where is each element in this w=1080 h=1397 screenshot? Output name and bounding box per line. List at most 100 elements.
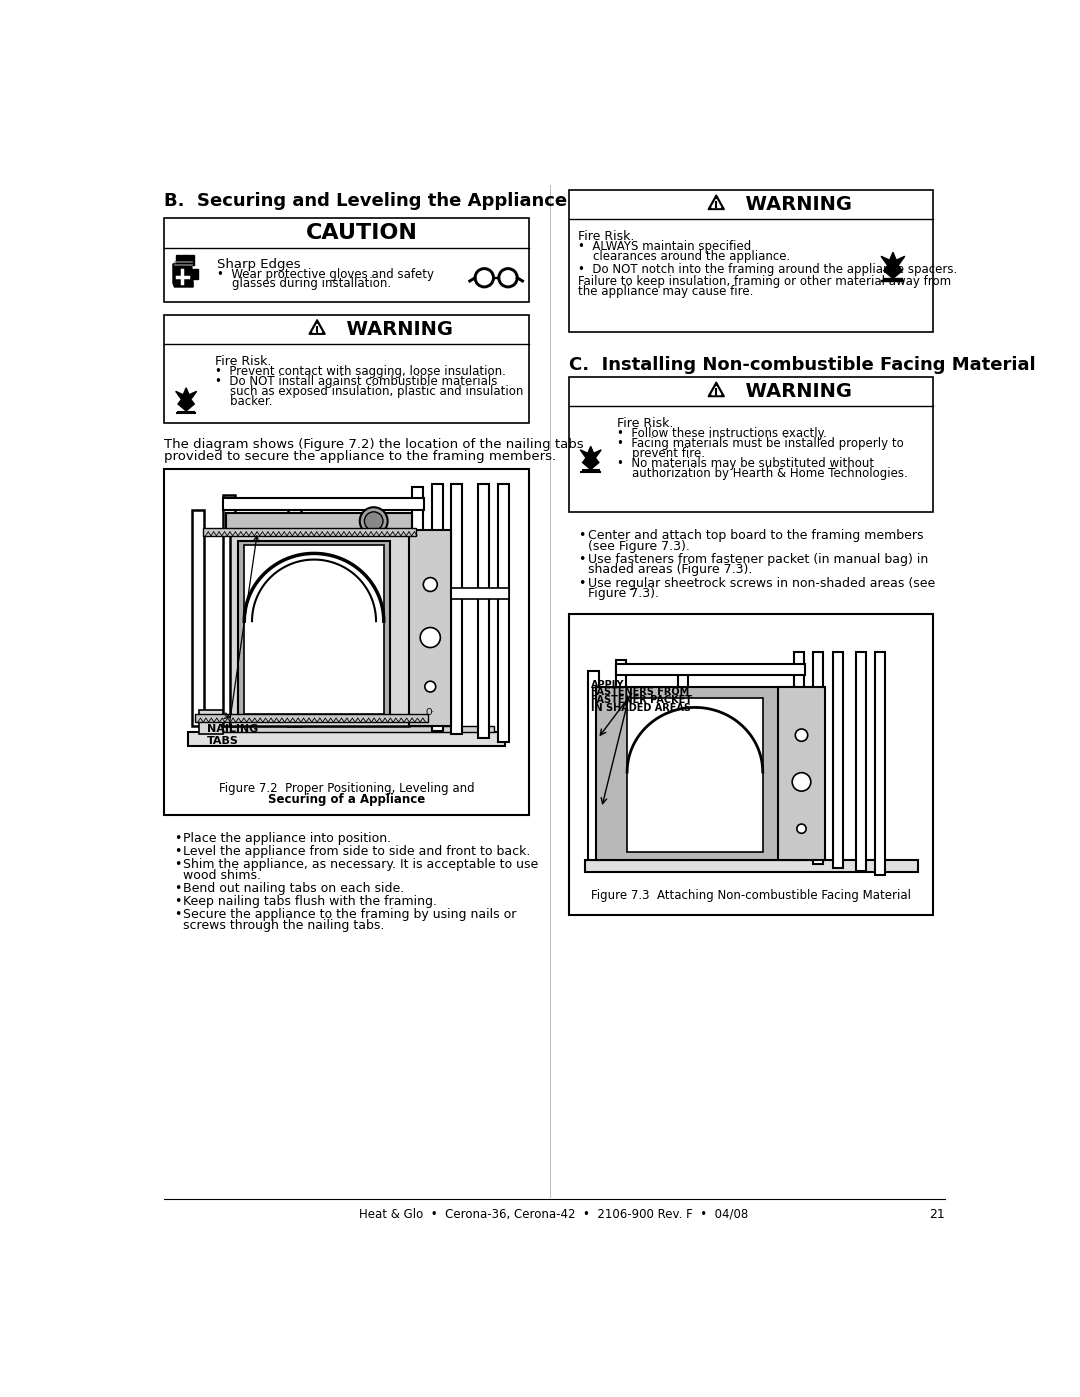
Bar — [227, 513, 413, 529]
Circle shape — [797, 824, 806, 833]
Bar — [569, 615, 933, 915]
Text: •  Prevent contact with sagging, loose insulation.: • Prevent contact with sagging, loose in… — [215, 365, 505, 377]
Text: Figure 7.2  Proper Positioning, Leveling and: Figure 7.2 Proper Positioning, Leveling … — [219, 782, 474, 795]
Text: Fire Risk.: Fire Risk. — [617, 418, 674, 430]
Text: •  ALWAYS maintain specified: • ALWAYS maintain specified — [578, 240, 752, 253]
Polygon shape — [309, 320, 325, 334]
Bar — [451, 485, 462, 735]
Bar — [164, 314, 529, 422]
Text: Figure 7.3).: Figure 7.3). — [588, 587, 659, 601]
Bar — [779, 686, 825, 861]
Polygon shape — [708, 196, 725, 210]
Text: FASTENERS FROM: FASTENERS FROM — [591, 687, 689, 697]
Circle shape — [715, 394, 717, 395]
Text: Failure to keep insulation, framing or other material away from: Failure to keep insulation, framing or o… — [578, 275, 951, 288]
Text: authorization by Hearth & Home Technologies.: authorization by Hearth & Home Technolog… — [617, 467, 908, 481]
Bar — [238, 541, 390, 718]
Bar — [569, 190, 933, 332]
Bar — [833, 652, 842, 868]
Text: •: • — [174, 882, 181, 895]
Circle shape — [423, 577, 437, 591]
Circle shape — [420, 627, 441, 648]
Text: Use regular sheetrock screws in non-shaded areas (see: Use regular sheetrock screws in non-shad… — [588, 577, 935, 590]
Text: screws through the nailing tabs.: screws through the nailing tabs. — [183, 919, 384, 932]
Bar — [589, 671, 599, 861]
Bar — [203, 528, 416, 535]
Text: O·: O· — [426, 708, 435, 717]
Text: Fire Risk.: Fire Risk. — [215, 355, 271, 367]
Bar — [413, 588, 510, 599]
Polygon shape — [312, 324, 322, 332]
Text: prevent fire.: prevent fire. — [617, 447, 705, 460]
Polygon shape — [200, 711, 222, 733]
Text: •: • — [578, 577, 585, 590]
Bar — [677, 668, 688, 861]
Text: Heat & Glo  •  Cerona-36, Cerona-42  •  2106-900 Rev. F  •  04/08: Heat & Glo • Cerona-36, Cerona-42 • 2106… — [359, 1207, 748, 1221]
Circle shape — [793, 773, 811, 791]
Text: provided to secure the appliance to the framing members.: provided to secure the appliance to the … — [164, 450, 556, 464]
Text: 21: 21 — [929, 1207, 945, 1221]
Text: Figure 7.3  Attaching Non-combustible Facing Material: Figure 7.3 Attaching Non-combustible Fac… — [591, 888, 912, 902]
Text: B.  Securing and Leveling the Appliance: B. Securing and Leveling the Appliance — [164, 193, 568, 211]
Circle shape — [795, 729, 808, 742]
Polygon shape — [708, 381, 725, 397]
Bar — [186, 254, 189, 265]
Text: glasses during installation.: glasses during installation. — [217, 277, 391, 291]
Text: WARNING: WARNING — [333, 320, 453, 339]
Bar — [584, 861, 918, 872]
Bar — [408, 529, 451, 726]
Bar — [616, 665, 806, 675]
Text: •  No materials may be substituted without: • No materials may be substituted withou… — [617, 457, 874, 471]
Text: •  Do NOT notch into the framing around the appliance spacers.: • Do NOT notch into the framing around t… — [578, 263, 958, 277]
Text: CAUTION: CAUTION — [306, 224, 418, 243]
Text: clearances around the appliance.: clearances around the appliance. — [578, 250, 791, 263]
Text: Securing of a Appliance: Securing of a Appliance — [268, 792, 426, 806]
Bar — [616, 659, 626, 861]
Bar — [180, 254, 185, 265]
Text: Keep nailing tabs flush with the framing.: Keep nailing tabs flush with the framing… — [183, 895, 437, 908]
Bar — [222, 497, 424, 510]
Polygon shape — [712, 200, 720, 208]
Circle shape — [360, 507, 388, 535]
Text: The diagram shows (Figure 7.2) the location of the nailing tabs: The diagram shows (Figure 7.2) the locat… — [164, 437, 584, 451]
Text: IN SHADED AREAS: IN SHADED AREAS — [591, 703, 691, 712]
Bar — [813, 652, 823, 863]
Bar — [191, 268, 198, 279]
Text: Secure the appliance to the framing by using nails or: Secure the appliance to the framing by u… — [183, 908, 516, 922]
Polygon shape — [176, 388, 197, 411]
Text: (see Figure 7.3).: (see Figure 7.3). — [588, 539, 689, 553]
Text: •  Do NOT install against combustible materials: • Do NOT install against combustible mat… — [215, 374, 497, 388]
Text: shaded areas (Figure 7.3).: shaded areas (Figure 7.3). — [588, 563, 752, 577]
Bar — [413, 488, 423, 726]
Text: such as exposed insulation, plastic and insulation: such as exposed insulation, plastic and … — [215, 384, 523, 398]
Bar — [191, 510, 204, 726]
Bar — [596, 686, 798, 861]
Text: the appliance may cause fire.: the appliance may cause fire. — [578, 285, 754, 298]
Bar — [164, 469, 529, 816]
Text: Place the appliance into position.: Place the appliance into position. — [183, 833, 391, 845]
Bar — [244, 545, 383, 714]
Text: WARNING: WARNING — [732, 383, 852, 401]
Polygon shape — [881, 253, 905, 278]
Text: APPLY: APPLY — [591, 680, 624, 690]
Circle shape — [364, 511, 383, 531]
Bar — [875, 652, 886, 876]
Polygon shape — [580, 447, 602, 469]
Bar — [176, 254, 180, 265]
Text: Center and attach top board to the framing members: Center and attach top board to the frami… — [588, 529, 923, 542]
Text: Sharp Edges: Sharp Edges — [217, 257, 300, 271]
Text: •  Wear protective gloves and safety: • Wear protective gloves and safety — [217, 268, 434, 281]
Bar — [222, 495, 235, 726]
Text: •: • — [578, 529, 585, 542]
Polygon shape — [712, 387, 720, 394]
Bar — [498, 485, 509, 742]
Text: FASTENER PACKET: FASTENER PACKET — [591, 696, 691, 705]
Circle shape — [316, 331, 318, 334]
Text: wood shims.: wood shims. — [183, 869, 261, 882]
Bar — [569, 377, 933, 511]
Bar — [855, 652, 866, 872]
Bar — [195, 714, 428, 722]
Text: •: • — [174, 895, 181, 908]
Bar — [478, 485, 489, 738]
Bar — [164, 218, 529, 302]
